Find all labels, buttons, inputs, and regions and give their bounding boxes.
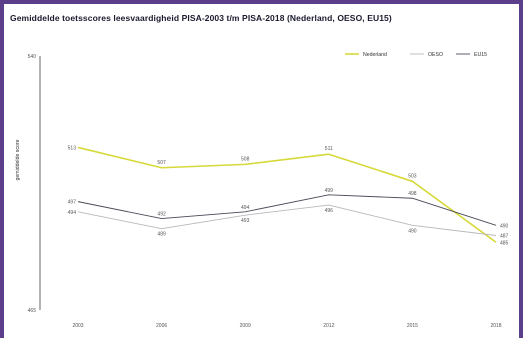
y-axis-label: gemiddelde score	[15, 139, 21, 180]
x-tick-label: 2012	[323, 323, 334, 329]
legend-label-oeso: OESO	[428, 52, 443, 58]
data-label: 493	[241, 218, 250, 224]
data-label: 492	[157, 212, 166, 218]
y-tick-label: 465	[28, 308, 37, 314]
data-label: 490	[408, 228, 417, 234]
data-label: 503	[408, 173, 417, 179]
data-label: 497	[68, 200, 77, 206]
x-tick-label: 2018	[490, 323, 501, 329]
x-tick-label: 2009	[240, 323, 251, 329]
data-label: 508	[241, 156, 250, 162]
series-line-oeso	[77, 204, 497, 236]
data-label: 498	[408, 191, 417, 197]
series-line-eu15	[77, 194, 497, 226]
data-label: 489	[157, 232, 166, 238]
legend-label-eu15: EU15	[474, 52, 487, 58]
y-tick-label: 540	[28, 54, 37, 60]
x-tick-label: 2015	[407, 323, 418, 329]
data-label: 494	[68, 210, 77, 216]
x-tick-label: 2006	[156, 323, 167, 329]
data-label: 511	[325, 146, 333, 152]
data-label: 494	[241, 205, 250, 211]
legend-label-nederland: Nederland	[363, 52, 387, 58]
chart-title: Gemiddelde toetsscores leesvaardigheid P…	[10, 13, 392, 23]
data-label: 513	[68, 145, 77, 151]
data-label: 499	[325, 188, 334, 194]
data-label: 490	[500, 223, 509, 229]
data-label: 485	[500, 240, 509, 246]
x-tick-label: 2003	[72, 323, 83, 329]
data-label: 507	[157, 160, 166, 166]
data-label: 487	[500, 233, 509, 239]
series-line-nederland	[77, 146, 497, 243]
data-label: 496	[325, 208, 334, 214]
chart-card: Gemiddelde toetsscores leesvaardigheid P…	[4, 4, 519, 338]
